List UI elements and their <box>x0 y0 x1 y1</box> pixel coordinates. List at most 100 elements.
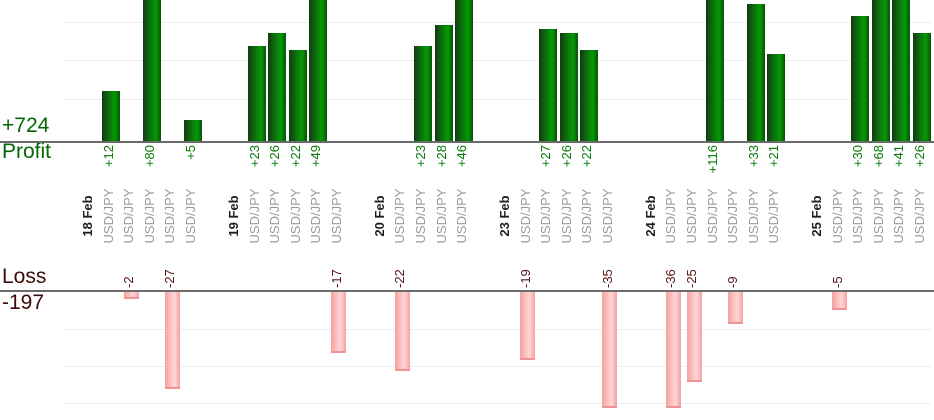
symbol-label: USD/JPY <box>433 188 449 244</box>
profit-value-label: +68 <box>870 145 886 168</box>
symbol-label: USD/JPY <box>392 188 408 244</box>
date-label: 19 Feb <box>226 195 242 237</box>
loss-value-label: -17 <box>328 269 344 288</box>
profit-bar[interactable] <box>871 0 890 141</box>
symbol-label: USD/JPY <box>308 188 324 244</box>
date-label: 20 Feb <box>371 195 387 237</box>
symbol-label: USD/JPY <box>287 188 303 244</box>
loss-value-label: -19 <box>517 269 533 288</box>
loss-value-label: -25 <box>684 269 700 288</box>
profit-value-label: +46 <box>454 145 470 168</box>
profit-value-label: +26 <box>267 145 283 168</box>
gridline <box>63 403 931 404</box>
loss-bar[interactable] <box>123 292 139 299</box>
profit-value-label: +33 <box>745 145 761 168</box>
loss-value-label: -9 <box>725 276 741 288</box>
loss-total-label: -197 <box>2 291 45 314</box>
gridline <box>63 22 931 23</box>
profit-bar[interactable] <box>705 0 724 141</box>
profit-bar[interactable] <box>268 33 287 141</box>
profit-value-label: +21 <box>766 145 782 168</box>
loss-value-label: -36 <box>663 269 679 288</box>
profit-bar[interactable] <box>142 0 161 141</box>
profit-value-label: +22 <box>287 145 303 168</box>
loss-bar[interactable] <box>665 292 681 408</box>
profit-bar[interactable] <box>559 33 578 141</box>
date-label: 18 Feb <box>80 195 96 237</box>
profit-bar[interactable] <box>892 0 911 141</box>
profit-value-label: +80 <box>141 145 157 168</box>
profit-bar[interactable] <box>913 33 932 141</box>
profit-bar[interactable] <box>539 29 558 141</box>
profit-bar[interactable] <box>184 120 203 141</box>
loss-bar[interactable] <box>602 292 618 408</box>
profit-value-label: +28 <box>433 145 449 168</box>
profit-value-label: +23 <box>246 145 262 168</box>
gridline <box>63 60 931 61</box>
profit-value-label: +23 <box>412 145 428 168</box>
symbol-label: USD/JPY <box>599 188 615 244</box>
gridline <box>63 366 931 367</box>
profit-bar[interactable] <box>434 25 453 141</box>
symbol-label: USD/JPY <box>684 188 700 244</box>
symbol-label: USD/JPY <box>579 188 595 244</box>
profit-bar[interactable] <box>101 91 120 141</box>
loss-bar[interactable] <box>394 292 410 371</box>
loss-value-label: -5 <box>829 276 845 288</box>
loss-value-label: -35 <box>599 269 615 288</box>
symbol-label: USD/JPY <box>100 188 116 244</box>
profit-bar[interactable] <box>413 46 432 141</box>
loss-bar[interactable] <box>727 292 743 324</box>
loss-bar[interactable] <box>686 292 702 382</box>
profit-bar[interactable] <box>851 16 870 141</box>
loss-axis-label: Loss <box>2 265 47 288</box>
profit-bar[interactable] <box>309 0 328 141</box>
profit-value-label: +12 <box>100 145 116 168</box>
profit-value-label: +30 <box>850 145 866 168</box>
symbol-label: USD/JPY <box>121 188 137 244</box>
profit-bar[interactable] <box>767 54 786 141</box>
profit-value-label: +5 <box>183 145 199 160</box>
symbol-label: USD/JPY <box>663 188 679 244</box>
symbol-label: USD/JPY <box>162 188 178 244</box>
loss-value-label: -2 <box>121 276 137 288</box>
gridline <box>63 99 931 100</box>
loss-bar[interactable] <box>331 292 347 353</box>
date-label: 25 Feb <box>809 195 825 237</box>
loss-bar[interactable] <box>832 292 848 310</box>
symbol-label: USD/JPY <box>328 188 344 244</box>
profit-total-label: +724 <box>2 114 50 137</box>
profit-value-label: +49 <box>308 145 324 168</box>
loss-bar[interactable] <box>520 292 536 360</box>
symbol-label: USD/JPY <box>412 188 428 244</box>
loss-value-label: -27 <box>162 269 178 288</box>
symbol-label: USD/JPY <box>558 188 574 244</box>
profit-bar[interactable] <box>580 50 599 141</box>
gridline <box>63 329 931 330</box>
profit-bar[interactable] <box>247 46 266 141</box>
symbol-label: USD/JPY <box>538 188 554 244</box>
symbol-label: USD/JPY <box>183 188 199 244</box>
profit-bar[interactable] <box>746 4 765 141</box>
symbol-label: USD/JPY <box>745 188 761 244</box>
profit-value-label: +26 <box>912 145 928 168</box>
loss-value-label: -22 <box>392 269 408 288</box>
symbol-label: USD/JPY <box>829 188 845 244</box>
date-label: 23 Feb <box>497 195 513 237</box>
symbol-label: USD/JPY <box>517 188 533 244</box>
profit-bar[interactable] <box>288 50 307 141</box>
profit-value-label: +41 <box>891 145 907 168</box>
symbol-label: USD/JPY <box>870 188 886 244</box>
symbol-label: USD/JPY <box>766 188 782 244</box>
profit-baseline-axis <box>0 141 934 143</box>
symbol-label: USD/JPY <box>704 188 720 244</box>
profit-value-label: +26 <box>558 145 574 168</box>
profit-value-label: +116 <box>704 145 720 174</box>
profit-value-label: +27 <box>538 145 554 168</box>
symbol-label: USD/JPY <box>141 188 157 244</box>
profit-bar[interactable] <box>455 0 474 141</box>
symbol-label: USD/JPY <box>725 188 741 244</box>
profit-value-label: +22 <box>579 145 595 168</box>
loss-bar[interactable] <box>164 292 180 389</box>
